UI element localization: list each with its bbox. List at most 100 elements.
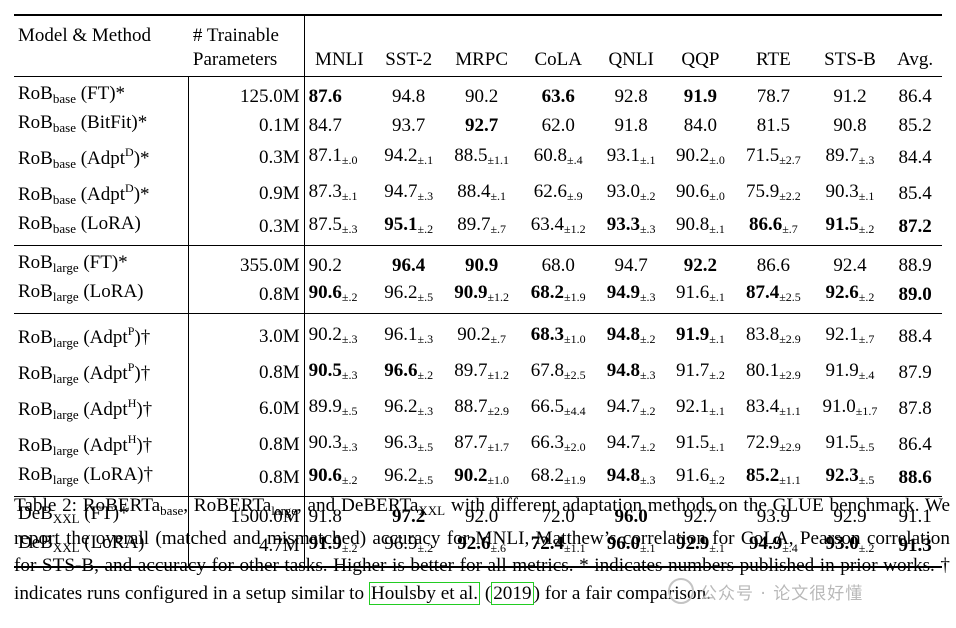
std-dev: ±.7 [490,332,507,346]
score-cell-avg: 88.6 [898,466,932,488]
score-cell-stsb: 93.0±.2 [811,531,889,568]
glue-results-table: Model & Method # Trainable Parameters MN… [14,14,942,568]
score-cell-avg: 85.4 [898,183,932,204]
model-method-cell: RoBlarge (LoRA) [14,280,190,314]
score-cell-avg: 87.2 [898,215,932,237]
std-dev: ±.2 [417,221,434,236]
std-dev: ±1.7 [855,404,878,418]
table-row: RoBlarge (LoRA) 0.8M 90.6±.2 96.2±.5 90.9±1.… [14,280,942,314]
model-method-cell: RoBbase (LoRA) [14,212,190,246]
score-cell-sst2: 94.8 [374,76,444,111]
trainable-params-cell: 3.0M [188,313,305,355]
score-cell-mnli: 91.9±.2 [304,531,375,568]
citation-link-year[interactable]: 2019 [491,581,534,605]
header-qnli: QNLI [596,14,666,77]
score-cell-stsb: 92.1±.7 [811,313,889,355]
score-cell-qqp: 92.9±.1 [665,531,736,568]
score-cell-qqp: 91.9±.1 [665,313,736,355]
table-caption: Table 2: RoBERTabase, RoBERTalarge, and … [14,495,950,605]
std-dev: ±.3 [417,404,434,418]
score-cell-rte: 93.9 [735,496,812,531]
score-cell-mnli: 87.5±.3 [308,213,358,236]
std-dev: ±.3 [341,332,358,346]
std-dev: ±.5 [858,440,875,454]
score-cell-mrpc: 92.6±.6 [443,531,520,568]
std-dev: ±.1 [858,189,875,203]
std-dev: ±.3 [639,221,656,236]
std-dev: ±.3 [639,368,656,382]
score-cell-stsb: 92.4 [811,245,889,280]
std-dev: ±1.1 [779,472,801,487]
model-method-cell: RoBlarge (AdptP)† [14,313,190,355]
score-cell-mnli: 90.6±.2 [308,281,358,304]
std-dev: ±.3 [417,332,434,346]
table-body: RoBbase (FT)* 125.0M 87.6 94.8 90.2 63.6 92.8 9… [14,76,942,568]
score-cell-qqp: 91.5±.1 [676,432,725,454]
std-dev: ±.7 [490,221,507,236]
header-stsb: STS-B [811,14,889,77]
std-dev: ±.2 [639,440,656,454]
std-dev: ±.3 [639,472,656,487]
table-row: RoBbase (AdptD)* 0.3M 87.1±.0 94.2±.1 88.5±1… [14,140,942,176]
score-cell-cola: 60.8±.4 [533,145,583,167]
header-avg: Avg. [888,14,942,77]
score-cell-avg: 87.8 [898,398,932,419]
score-cell-avg: 88.4 [888,313,942,355]
score-cell-avg: 91.1 [888,496,942,531]
score-cell-cola: 68.0 [519,245,597,280]
score-cell-avg: 84.4 [898,147,932,168]
score-cell-cola: 62.6±.9 [533,181,583,203]
score-cell-mrpc: 87.7±1.7 [454,432,510,454]
std-dev: ±.3 [417,189,434,203]
trainable-params-cell: 0.1M [188,111,305,140]
header-mnli: MNLI [304,14,375,77]
score-cell-sst2: 96.9±.2 [374,531,444,568]
score-cell-mrpc: 90.2±1.0 [454,464,510,487]
score-cell-mrpc: 92.0 [443,496,520,531]
std-dev: ±.3 [341,221,358,236]
score-cell-cola: 72.0 [519,496,597,531]
model-method-cell: RoBlarge (FT)* [14,245,190,280]
score-cell-qnli: 94.7±.2 [606,396,656,418]
score-cell-sst2: 96.2±.3 [384,396,434,418]
std-dev: ±1.1 [487,153,510,167]
table-row: RoBbase (FT)* 125.0M 87.6 94.8 90.2 63.6 92.8 9… [14,76,942,111]
table-row: RoBlarge (AdptH)† 0.8M 90.3±.3 96.3±.5 87.7±… [14,427,942,463]
header-model-method: Model & Method [14,14,189,77]
std-dev: ±.1 [709,540,725,555]
score-cell-cola: 63.4±1.2 [530,213,586,236]
std-dev: ±1.0 [487,472,510,487]
std-dev: ±.7 [782,221,798,236]
std-dev: ±.6 [490,540,507,555]
table-row: RoBlarge (AdptH)† 6.0M 89.9±.5 96.2±.3 88.7±… [14,391,942,427]
std-dev: ±.2 [417,540,434,555]
citation-link-author[interactable]: Houlsby et al. [368,581,481,605]
score-cell-rte: 78.7 [735,76,812,111]
score-cell-rte: 83.4±1.1 [745,396,801,418]
std-dev: ±1.2 [564,221,586,236]
std-dev: ±.3 [341,368,358,382]
score-cell-qqp: 90.2±.0 [676,145,725,167]
header-sst2: SST-2 [374,14,444,77]
score-cell-mrpc: 90.2±.7 [443,313,520,355]
score-cell-qqp: 90.6±.0 [676,181,725,203]
score-cell-rte: 81.5 [756,114,790,136]
header-mrpc: MRPC [443,14,520,77]
table-row: RoBlarge (LoRA)† 0.8M 90.6±.2 96.2±.5 90.2±1… [14,463,942,497]
score-cell-qqp: 92.7 [665,496,736,531]
score-cell-mnli: 90.6±.2 [308,464,358,487]
std-dev: ±.0 [709,153,725,167]
std-dev: ±.5 [417,440,434,454]
std-dev: ±.5 [417,289,434,304]
score-cell-mnli: 90.5±.3 [308,360,358,382]
score-cell-sst2: 95.1±.2 [384,213,434,236]
score-cell-qnli: 93.3±.3 [606,213,656,236]
header-qqp: QQP [665,14,736,77]
score-cell-mrpc: 89.7±.7 [457,213,507,236]
std-dev: ±.1 [417,153,434,167]
score-cell-mnli: 90.3±.3 [308,432,358,454]
score-cell-mrpc: 90.2 [443,76,520,111]
trainable-params-cell: 125.0M [188,76,305,111]
score-cell-mnli: 90.2±.3 [304,313,375,355]
